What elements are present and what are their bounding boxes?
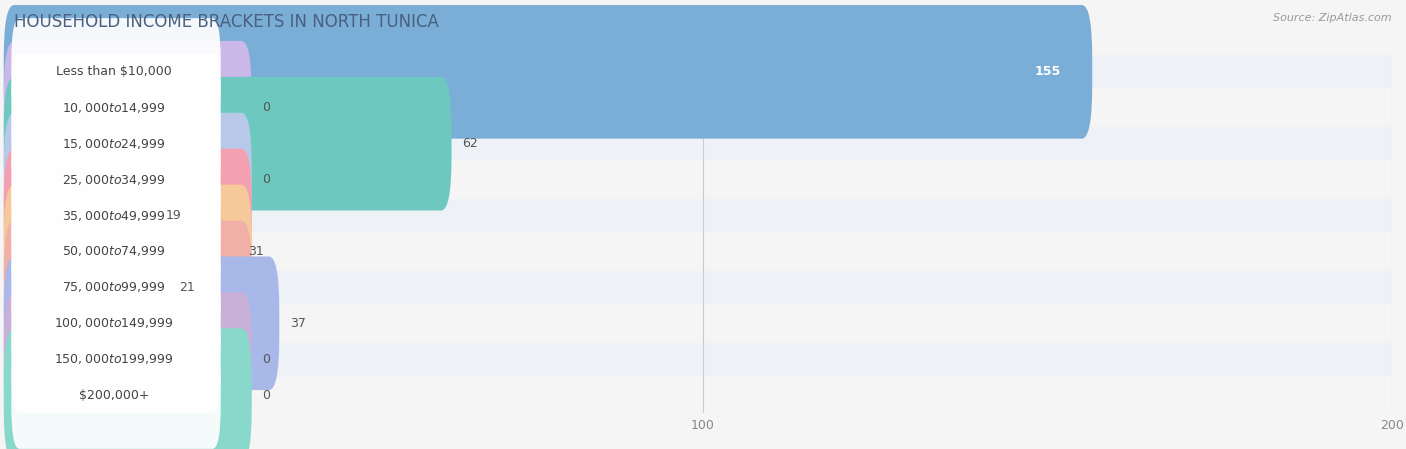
Text: $150,000 to $199,999: $150,000 to $199,999 <box>55 352 174 366</box>
Text: Source: ZipAtlas.com: Source: ZipAtlas.com <box>1274 13 1392 23</box>
Bar <box>14 307 1392 340</box>
Text: 21: 21 <box>180 281 195 294</box>
FancyBboxPatch shape <box>4 220 252 354</box>
FancyBboxPatch shape <box>4 77 451 211</box>
Text: $50,000 to $74,999: $50,000 to $74,999 <box>62 244 166 259</box>
Bar <box>14 55 1392 88</box>
Bar <box>14 271 1392 304</box>
Bar <box>14 343 1392 376</box>
FancyBboxPatch shape <box>4 149 252 282</box>
Text: 0: 0 <box>262 389 270 401</box>
Text: 19: 19 <box>166 209 181 222</box>
FancyBboxPatch shape <box>4 292 252 426</box>
FancyBboxPatch shape <box>11 18 221 126</box>
FancyBboxPatch shape <box>11 54 221 162</box>
FancyBboxPatch shape <box>4 185 252 318</box>
FancyBboxPatch shape <box>11 341 221 449</box>
FancyBboxPatch shape <box>4 328 252 449</box>
Bar <box>14 199 1392 232</box>
FancyBboxPatch shape <box>4 256 280 390</box>
Bar <box>14 91 1392 124</box>
Bar <box>14 127 1392 160</box>
FancyBboxPatch shape <box>4 113 252 247</box>
FancyBboxPatch shape <box>4 41 252 175</box>
Text: $10,000 to $14,999: $10,000 to $14,999 <box>62 101 166 115</box>
FancyBboxPatch shape <box>11 269 221 377</box>
Text: $35,000 to $49,999: $35,000 to $49,999 <box>62 208 166 223</box>
Text: 62: 62 <box>463 137 478 150</box>
Text: 0: 0 <box>262 101 270 114</box>
Text: $75,000 to $99,999: $75,000 to $99,999 <box>62 280 166 295</box>
Text: 37: 37 <box>290 317 305 330</box>
Text: $200,000+: $200,000+ <box>79 389 149 401</box>
Text: $15,000 to $24,999: $15,000 to $24,999 <box>62 136 166 151</box>
FancyBboxPatch shape <box>11 233 221 341</box>
FancyBboxPatch shape <box>4 5 1092 139</box>
Text: $100,000 to $149,999: $100,000 to $149,999 <box>55 316 174 330</box>
Text: 0: 0 <box>262 173 270 186</box>
Text: Less than $10,000: Less than $10,000 <box>56 66 172 78</box>
Text: $25,000 to $34,999: $25,000 to $34,999 <box>62 172 166 187</box>
Text: 0: 0 <box>262 353 270 365</box>
Text: HOUSEHOLD INCOME BRACKETS IN NORTH TUNICA: HOUSEHOLD INCOME BRACKETS IN NORTH TUNIC… <box>14 13 439 31</box>
FancyBboxPatch shape <box>11 126 221 233</box>
FancyBboxPatch shape <box>11 198 221 305</box>
Bar <box>14 379 1392 412</box>
FancyBboxPatch shape <box>11 90 221 198</box>
Text: 155: 155 <box>1035 66 1062 78</box>
Bar <box>14 163 1392 196</box>
Bar <box>14 235 1392 268</box>
FancyBboxPatch shape <box>11 162 221 269</box>
Text: 31: 31 <box>249 245 264 258</box>
FancyBboxPatch shape <box>11 305 221 413</box>
